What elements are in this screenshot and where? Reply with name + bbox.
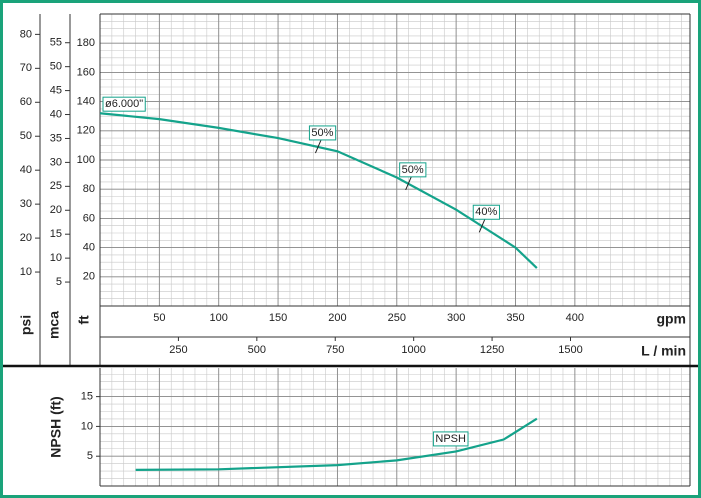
x-tick-label: 250 [388,312,406,324]
annotation: 50% [402,164,424,176]
x2-axis-title: L / min [641,343,686,359]
mca-tick-label: 5 [56,276,62,288]
y-tick-label: 10 [81,420,93,432]
annotation-leader [478,218,486,233]
npsh-label-box [432,431,469,447]
annotation: 40% [475,206,497,218]
y-tick-label: 60 [83,212,95,224]
y-tick-label: 120 [77,125,95,137]
psi-tick-label: 80 [20,28,32,40]
mca-tick-label: 55 [50,37,62,49]
psi-tick-label: 50 [20,130,32,142]
annotation: 50% [311,127,333,139]
x-axis-title: gpm [656,311,686,327]
annotation-box [308,125,337,141]
mca-tick-label: 10 [50,252,62,264]
mca-tick-label: 45 [50,84,62,96]
mca-tick-label: 35 [50,132,62,144]
x-tick-label: 50 [153,312,165,324]
mca-tick-label: 50 [50,61,62,73]
y-tick-label: 140 [77,96,95,108]
psi-axis-title: psi [18,315,34,335]
mca-axis-title: mca [46,311,62,339]
mca-tick-label: 30 [50,156,62,168]
npsh-axis-title: NPSH (ft) [48,396,64,457]
mca-tick-label: 40 [50,108,62,120]
y-tick-label: 40 [83,242,95,254]
annotation-leader [314,138,322,154]
annotation-box [472,204,500,220]
annotation-box [399,162,427,178]
x2-tick-label: 500 [248,344,266,356]
psi-tick-label: 30 [20,198,32,210]
y-tick-label: 160 [77,66,95,78]
x-tick-label: 300 [447,312,465,324]
mca-tick-label: 20 [50,204,62,216]
x2-tick-label: 1500 [558,344,582,356]
mca-tick-label: 25 [50,180,62,192]
psi-tick-label: 60 [20,96,32,108]
y-tick-label: 20 [83,271,95,283]
npsh-label: NPSH [435,433,466,445]
psi-tick-label: 70 [20,62,32,74]
x-tick-label: 350 [506,312,524,324]
psi-tick-label: 40 [20,164,32,176]
psi-tick-label: 20 [20,232,32,244]
x2-tick-label: 750 [326,344,344,356]
psi-tick-label: 10 [20,266,32,278]
x2-tick-label: 1000 [401,344,425,356]
y-tick-label: 100 [77,154,95,166]
y-tick-label: 180 [77,37,95,49]
curve [135,417,538,472]
x-tick-label: 150 [269,312,287,324]
x-tick-label: 100 [210,312,228,324]
curve [99,112,538,269]
x2-tick-label: 1250 [480,344,504,356]
curve-label-box [102,96,146,112]
curve-label: ø6.000" [105,98,143,110]
y-tick-label: 80 [83,183,95,195]
y-tick-label: 5 [87,450,93,462]
x-tick-label: 400 [566,312,584,324]
y-tick-label: 15 [81,391,93,403]
x-tick-label: 200 [328,312,346,324]
mca-tick-label: 15 [50,228,62,240]
y-axis-title: ft [76,315,92,325]
x2-tick-label: 250 [169,344,187,356]
annotation-leader [405,175,413,191]
